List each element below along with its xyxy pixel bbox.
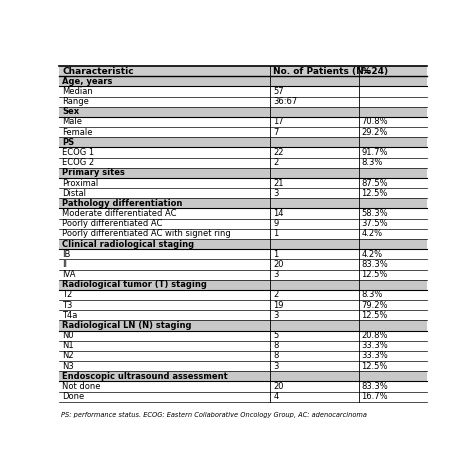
Text: T2: T2 xyxy=(62,291,73,300)
Text: 20: 20 xyxy=(273,382,284,391)
Text: Poorly differentiated AC with signet ring: Poorly differentiated AC with signet rin… xyxy=(62,229,231,238)
Text: PS: PS xyxy=(62,138,74,147)
Bar xyxy=(59,107,427,117)
Text: 12.5%: 12.5% xyxy=(362,311,388,320)
Text: No. of Patients (N=24): No. of Patients (N=24) xyxy=(273,66,389,75)
Text: 14: 14 xyxy=(273,209,284,218)
Text: Primary sites: Primary sites xyxy=(62,168,125,177)
Text: 33.3%: 33.3% xyxy=(362,341,388,350)
Text: 7: 7 xyxy=(273,128,279,137)
Text: PS: performance status. ECOG: Eastern Collaborative Oncology Group, AC: adenocar: PS: performance status. ECOG: Eastern Co… xyxy=(61,412,367,418)
Text: 1: 1 xyxy=(273,250,279,259)
Text: Characteristic: Characteristic xyxy=(62,66,134,75)
Text: Female: Female xyxy=(62,128,93,137)
Text: IB: IB xyxy=(62,250,71,259)
Text: T3: T3 xyxy=(62,301,73,310)
Text: 57: 57 xyxy=(273,87,284,96)
Text: Sex: Sex xyxy=(62,107,79,116)
Text: 8.3%: 8.3% xyxy=(362,158,383,167)
Text: 9: 9 xyxy=(273,219,279,228)
Text: ECOG 2: ECOG 2 xyxy=(62,158,94,167)
Text: N3: N3 xyxy=(62,362,74,371)
Text: 5: 5 xyxy=(273,331,279,340)
Text: 33.3%: 33.3% xyxy=(362,352,388,361)
Text: 20.8%: 20.8% xyxy=(362,331,388,340)
Text: Proximal: Proximal xyxy=(62,179,99,188)
Text: 2: 2 xyxy=(273,291,279,300)
Text: Radiological LN (N) staging: Radiological LN (N) staging xyxy=(62,321,191,330)
Text: 83.3%: 83.3% xyxy=(362,382,388,391)
Text: 3: 3 xyxy=(273,362,279,371)
Text: N2: N2 xyxy=(62,352,74,361)
Text: 79.2%: 79.2% xyxy=(362,301,388,310)
Text: 12.5%: 12.5% xyxy=(362,362,388,371)
Text: 3: 3 xyxy=(273,189,279,198)
Text: 8.3%: 8.3% xyxy=(362,291,383,300)
Bar xyxy=(59,371,427,382)
Bar xyxy=(59,168,427,178)
Text: 36:67: 36:67 xyxy=(273,97,298,106)
Text: 83.3%: 83.3% xyxy=(362,260,388,269)
Text: ECOG 1: ECOG 1 xyxy=(62,148,94,157)
Text: N1: N1 xyxy=(62,341,74,350)
Text: 21: 21 xyxy=(273,179,284,188)
Text: 22: 22 xyxy=(273,148,284,157)
Bar xyxy=(59,198,427,209)
Text: T4a: T4a xyxy=(62,311,78,320)
Bar xyxy=(59,239,427,249)
Text: 3: 3 xyxy=(273,311,279,320)
Text: IVA: IVA xyxy=(62,270,76,279)
Text: Distal: Distal xyxy=(62,189,86,198)
Text: Median: Median xyxy=(62,87,93,96)
Text: II: II xyxy=(62,260,67,269)
Text: 2: 2 xyxy=(273,158,279,167)
Text: 16.7%: 16.7% xyxy=(362,392,388,401)
Text: Done: Done xyxy=(62,392,84,401)
Text: 37.5%: 37.5% xyxy=(362,219,388,228)
Text: 20: 20 xyxy=(273,260,284,269)
Text: 70.8%: 70.8% xyxy=(362,118,388,127)
Text: Pathology differentiation: Pathology differentiation xyxy=(62,199,182,208)
Text: 12.5%: 12.5% xyxy=(362,270,388,279)
Text: 17: 17 xyxy=(273,118,284,127)
Bar xyxy=(59,76,427,86)
Text: 87.5%: 87.5% xyxy=(362,179,388,188)
Text: Clinical radiological staging: Clinical radiological staging xyxy=(62,239,194,248)
Bar xyxy=(59,320,427,330)
Text: Not done: Not done xyxy=(62,382,100,391)
Text: 8: 8 xyxy=(273,352,279,361)
Text: 3: 3 xyxy=(273,270,279,279)
Text: 91.7%: 91.7% xyxy=(362,148,388,157)
Bar xyxy=(59,66,427,76)
Text: 1: 1 xyxy=(273,229,279,238)
Bar xyxy=(59,280,427,290)
Text: %: % xyxy=(362,66,371,75)
Text: Range: Range xyxy=(62,97,89,106)
Text: 8: 8 xyxy=(273,341,279,350)
Text: Endoscopic ultrasound assessment: Endoscopic ultrasound assessment xyxy=(62,372,228,381)
Text: Male: Male xyxy=(62,118,82,127)
Text: Age, years: Age, years xyxy=(62,77,112,86)
Text: 4: 4 xyxy=(273,392,279,401)
Text: 29.2%: 29.2% xyxy=(362,128,388,137)
Text: Radiological tumor (T) staging: Radiological tumor (T) staging xyxy=(62,280,207,289)
Text: 4.2%: 4.2% xyxy=(362,250,383,259)
Text: 12.5%: 12.5% xyxy=(362,189,388,198)
Text: 4.2%: 4.2% xyxy=(362,229,383,238)
Bar xyxy=(59,137,427,147)
Text: Moderate differentiated AC: Moderate differentiated AC xyxy=(62,209,177,218)
Text: N0: N0 xyxy=(62,331,74,340)
Text: Poorly differentiated AC: Poorly differentiated AC xyxy=(62,219,163,228)
Text: 19: 19 xyxy=(273,301,284,310)
Text: 58.3%: 58.3% xyxy=(362,209,388,218)
